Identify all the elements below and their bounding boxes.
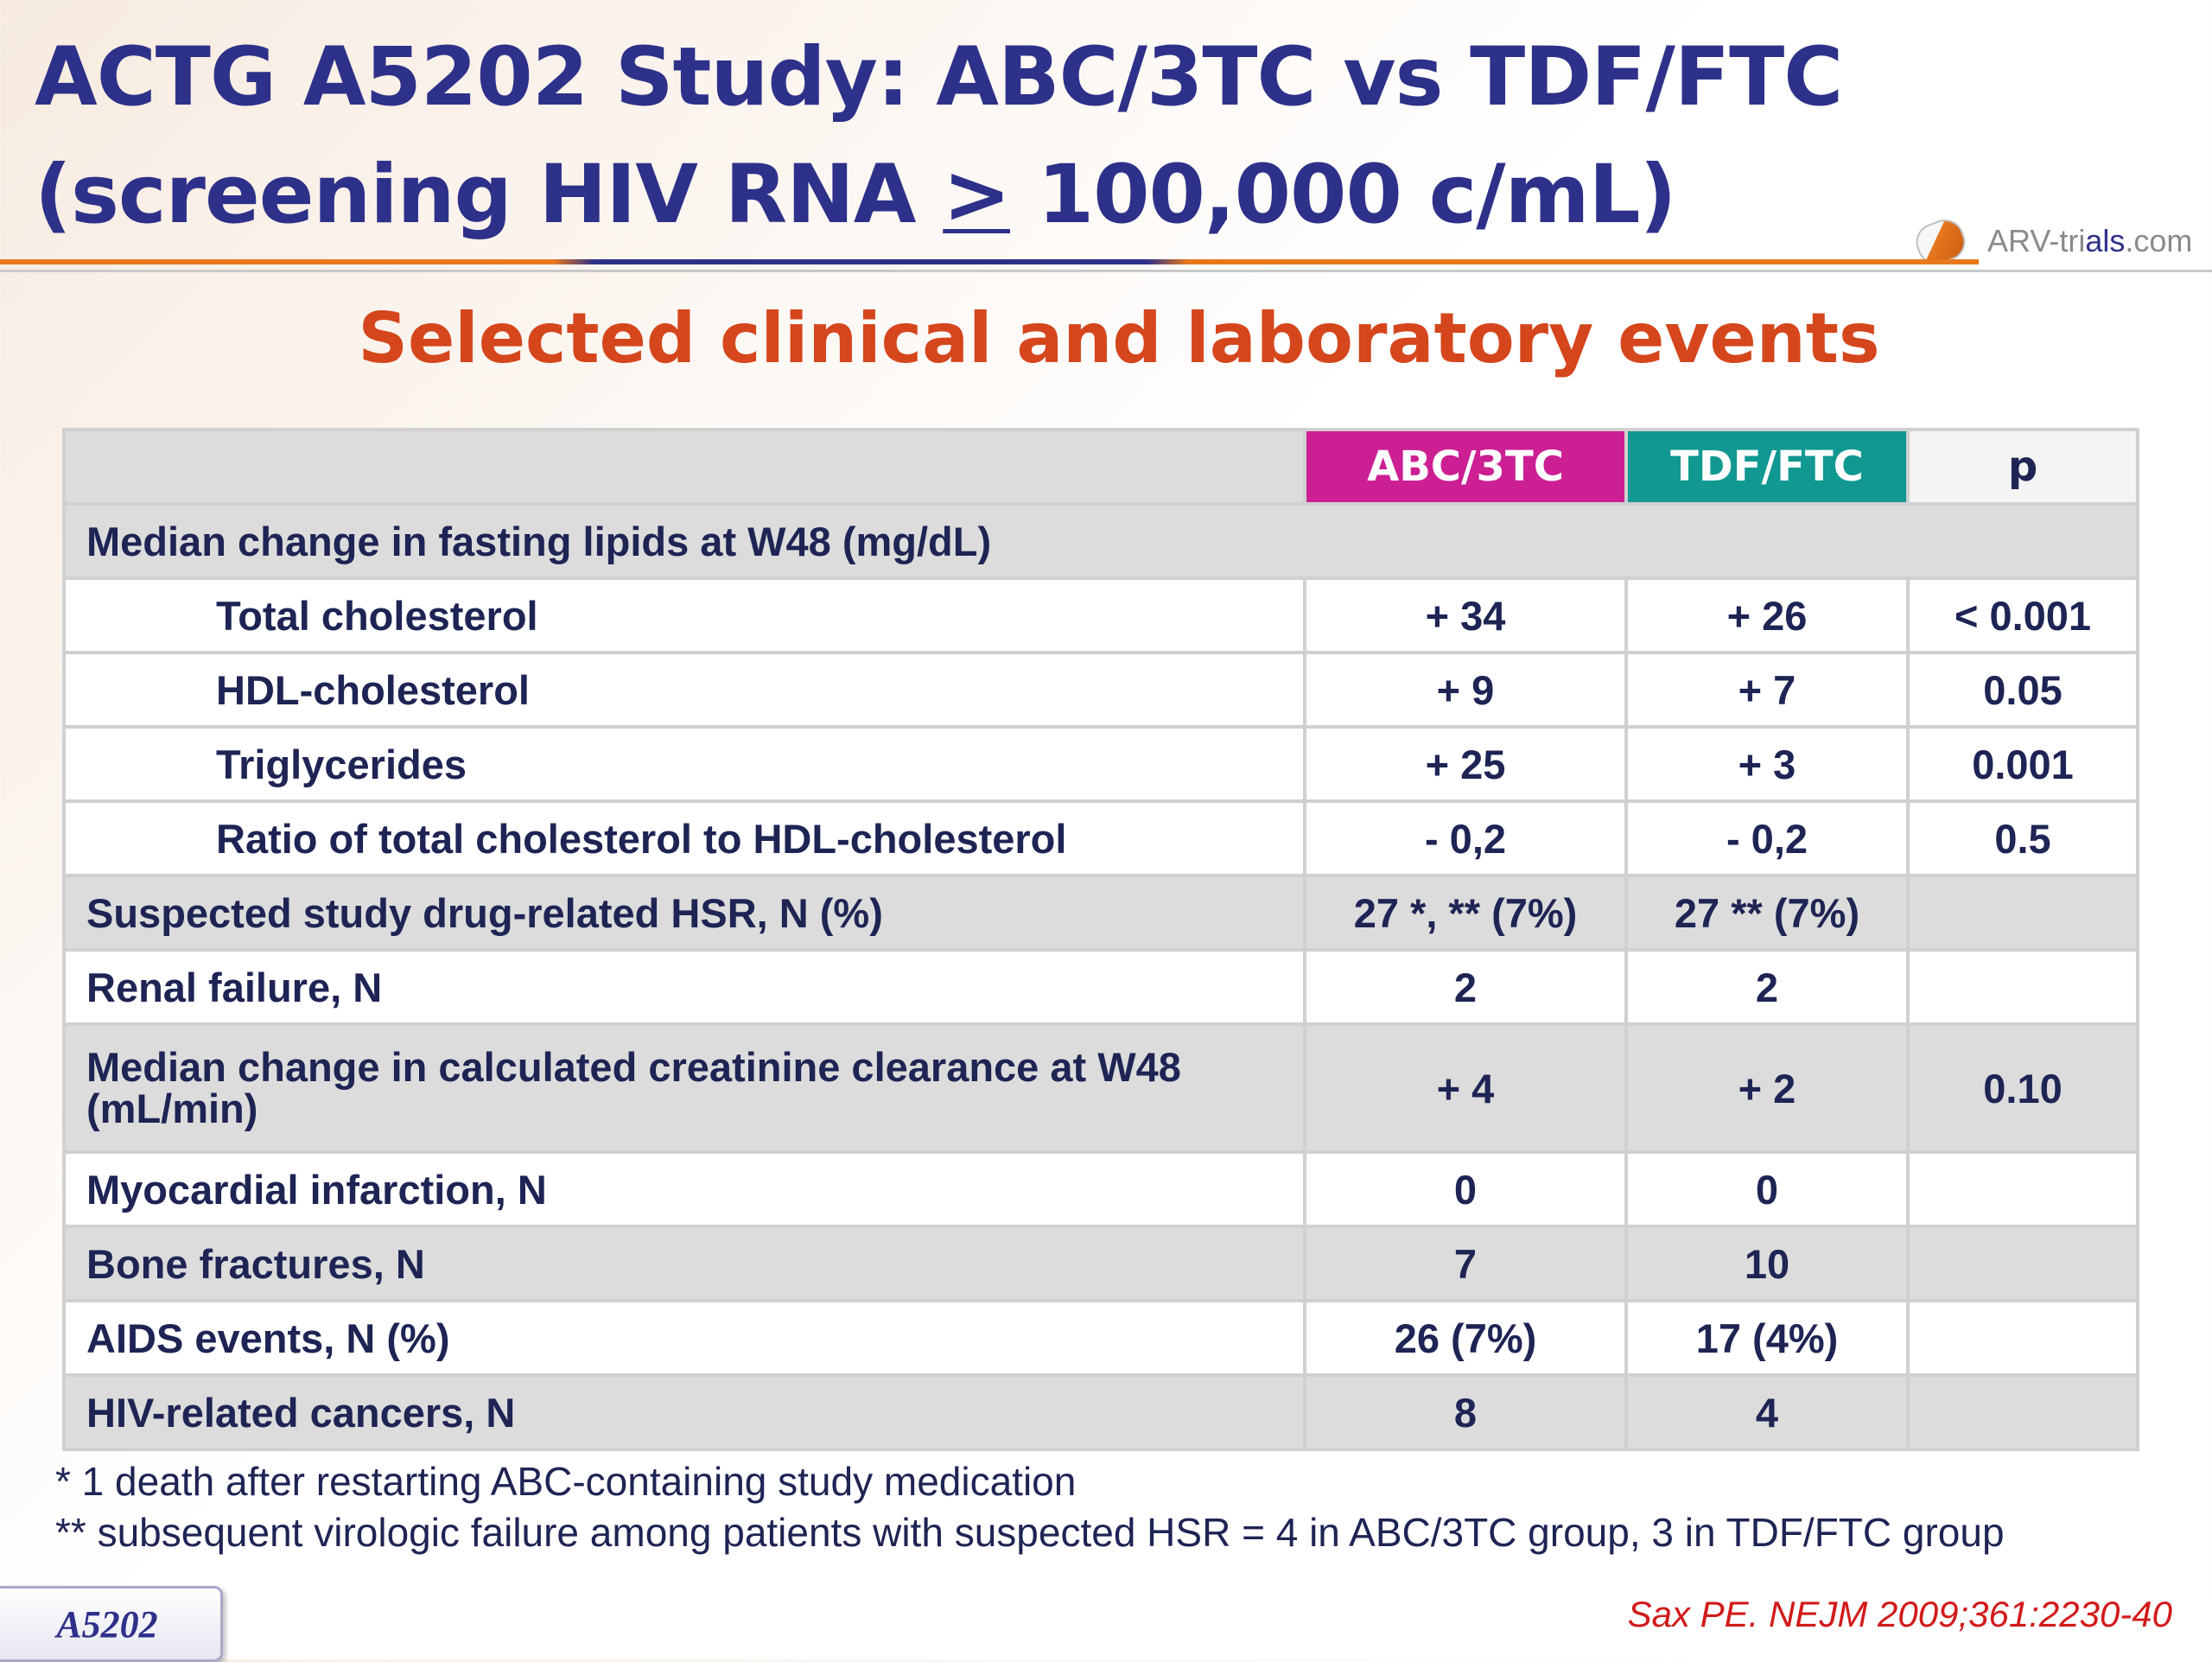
abc-value: + 9: [1303, 651, 1628, 729]
tdf-value: 17 (4%): [1624, 1299, 1910, 1377]
row-label: Myocardial infarction, N: [62, 1150, 1306, 1228]
table-row: HDL-cholesterol + 9 + 7 0.05: [62, 651, 2139, 729]
table-row: Total cholesterol + 34 + 26 < 0.001: [62, 576, 2139, 654]
row-label: Triglycerides: [192, 725, 1306, 803]
abc-value: + 4: [1303, 1022, 1628, 1154]
abc-value: 27 *, ** (7%): [1303, 874, 1628, 952]
abc-value: + 25: [1303, 725, 1628, 803]
header-blank-cell: [62, 428, 1306, 506]
study-badge-label: A5202: [56, 1603, 158, 1646]
tdf-value: 27 ** (7%): [1624, 874, 1910, 952]
p-value: [1906, 1299, 2139, 1377]
indent-cell: [62, 725, 195, 803]
column-header-p: p: [1906, 428, 2139, 506]
row-label: Total cholesterol: [192, 576, 1306, 654]
tdf-value: 10: [1624, 1225, 1910, 1302]
p-value: < 0.001: [1906, 576, 2139, 654]
abc-value: 8: [1303, 1373, 1628, 1451]
logo-text-c: .com: [2125, 223, 2193, 258]
footnote-2: ** subsequent virologic failure among pa…: [55, 1510, 2005, 1555]
tdf-value: + 7: [1624, 651, 1910, 729]
title-line-1: ACTG A5202 Study: ABC/3TC vs TDF/FTC: [35, 30, 1843, 124]
abc-value: 7: [1303, 1225, 1628, 1302]
row-label: Suspected study drug-related HSR, N (%): [62, 874, 1306, 952]
indent-cell: [62, 576, 195, 654]
p-value: [1906, 874, 2139, 952]
abc-value: 26 (7%): [1303, 1299, 1628, 1377]
footnote-1: * 1 death after restarting ABC-containin…: [55, 1459, 1077, 1504]
table-row: Median change in calculated creatinine c…: [62, 1022, 2139, 1154]
p-value: 0.05: [1906, 651, 2139, 729]
logo-text-a: ARV-tri: [1987, 223, 2086, 258]
footnotes: * 1 death after restarting ABC-containin…: [55, 1456, 2005, 1558]
p-value: 0.001: [1906, 725, 2139, 803]
table-row: AIDS events, N (%) 26 (7%) 17 (4%): [62, 1299, 2139, 1377]
table-row: Ratio of total cholesterol to HDL-choles…: [62, 799, 2139, 877]
title-line-2: (screening HIV RNA > 100,000 c/mL): [35, 137, 1842, 254]
logo-text-b: als: [2085, 223, 2126, 258]
table-header-row: ABC/3TC TDF/FTC p: [62, 428, 2139, 506]
column-header-abc: ABC/3TC: [1303, 428, 1628, 506]
tdf-value: + 3: [1624, 725, 1910, 803]
arv-trials-logo: ARV-trials.com: [1910, 213, 2193, 277]
section-label-lipids: Median change in fasting lipids at W48 (…: [62, 502, 2139, 580]
table-row: HIV-related cancers, N 8 4: [62, 1373, 2139, 1451]
tdf-value: + 26: [1624, 576, 1910, 654]
logo-text: ARV-trials.com: [1987, 223, 2192, 259]
citation: Sax PE. NEJM 2009;361:2230-40: [1627, 1594, 2172, 1634]
slide-title: ACTG A5202 Study: ABC/3TC vs TDF/FTC (sc…: [35, 19, 1843, 254]
p-value: 0.5: [1906, 799, 2139, 877]
table-row: Myocardial infarction, N 0 0: [62, 1150, 2139, 1228]
section-row-lipids: Median change in fasting lipids at W48 (…: [62, 502, 2139, 580]
abc-value: 0: [1303, 1150, 1628, 1228]
column-header-tdf: TDF/FTC: [1624, 428, 1910, 506]
row-label: Ratio of total cholesterol to HDL-choles…: [192, 799, 1306, 877]
events-table: ABC/3TC TDF/FTC p Median change in fasti…: [62, 428, 2139, 1451]
row-label: AIDS events, N (%): [62, 1299, 1306, 1377]
tdf-value: + 2: [1624, 1022, 1910, 1154]
greater-equal-symbol: >: [943, 148, 1011, 242]
p-value: [1906, 948, 2139, 1026]
row-label: HIV-related cancers, N: [62, 1373, 1306, 1451]
indent-cell: [62, 651, 195, 729]
abc-value: 2: [1303, 948, 1628, 1026]
indent-cell: [62, 799, 195, 877]
p-value: 0.10: [1906, 1022, 2139, 1154]
header-divider-shadow: [0, 270, 2212, 272]
tdf-value: 0: [1624, 1150, 1910, 1228]
study-badge: A5202: [0, 1586, 223, 1662]
abc-value: + 34: [1303, 576, 1628, 654]
title-line-2-end: 100,000 c/mL): [1009, 148, 1677, 242]
tdf-value: - 0,2: [1624, 799, 1910, 877]
table-row: Suspected study drug-related HSR, N (%) …: [62, 874, 2139, 952]
slide-subtitle: Selected clinical and laboratory events: [358, 298, 1880, 379]
table-row: Bone fractures, N 7 10: [62, 1225, 2139, 1302]
abc-value: - 0,2: [1303, 799, 1628, 877]
p-value: [1906, 1373, 2139, 1451]
title-line-2-start: (screening HIV RNA: [35, 148, 944, 242]
row-label: HDL-cholesterol: [192, 651, 1306, 729]
table-row: Triglycerides + 25 + 3 0.001: [62, 725, 2139, 803]
row-label: Bone fractures, N: [62, 1225, 1306, 1302]
row-label: Renal failure, N: [62, 948, 1306, 1026]
row-label: Median change in calculated creatinine c…: [62, 1022, 1306, 1154]
p-value: [1906, 1150, 2139, 1228]
tdf-value: 2: [1624, 948, 1910, 1026]
p-value: [1906, 1225, 2139, 1302]
tdf-value: 4: [1624, 1373, 1910, 1451]
table-row: Renal failure, N 2 2: [62, 948, 2139, 1026]
header-divider: [0, 259, 1979, 264]
